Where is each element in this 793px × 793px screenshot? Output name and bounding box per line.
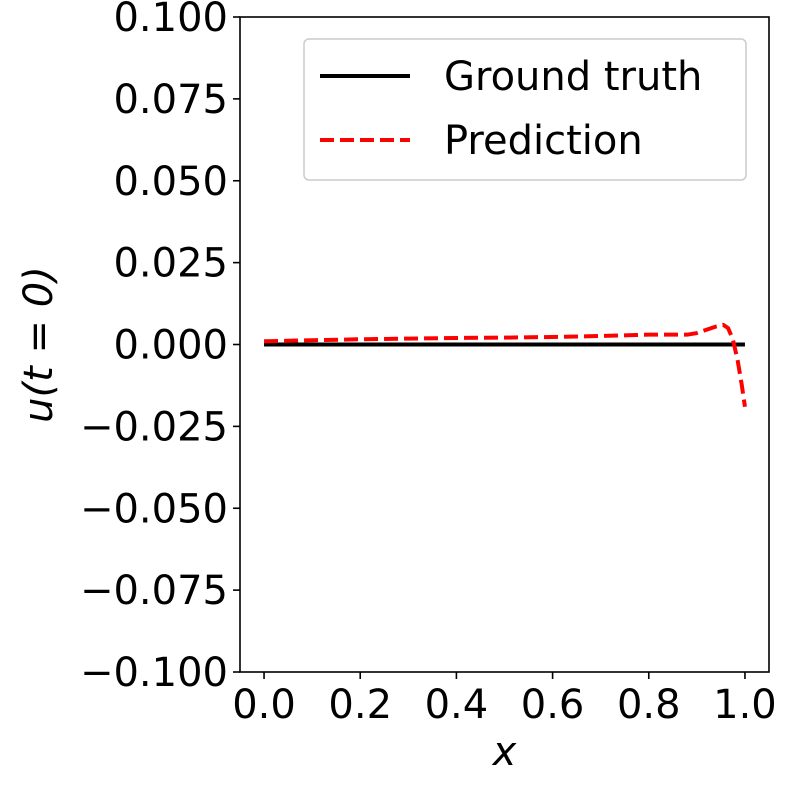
x-tick-label: 0.2	[328, 682, 392, 728]
series-line-prediction	[264, 322, 747, 408]
y-tick-label: 0.100	[113, 0, 228, 41]
legend-label-ground-truth: Ground truth	[444, 54, 702, 100]
y-tick-label: −0.025	[80, 404, 228, 450]
x-tick-label: 0.0	[232, 682, 296, 728]
y-axis-label: u(t = 0)	[16, 266, 62, 423]
plot-frame	[239, 16, 770, 673]
x-tick-label: 0.8	[617, 682, 681, 728]
plot-series	[264, 322, 747, 408]
y-tick-label: −0.075	[80, 568, 228, 614]
legend: Ground truth Prediction	[303, 38, 747, 181]
x-axis-ticks: 0.0 0.2 0.4 0.6 0.8 1.0	[232, 672, 777, 728]
y-tick-label: 0.050	[113, 159, 228, 205]
x-tick-label: 0.4	[425, 682, 489, 728]
y-tick-label: −0.100	[80, 650, 228, 696]
x-tick-label: 0.6	[521, 682, 585, 728]
y-axis-ticks: 0.100 0.075 0.050 0.025 0.000 −0.025 −0.050 −0.…	[80, 0, 240, 696]
y-tick-label: 0.025	[113, 241, 228, 287]
legend-box	[303, 38, 747, 181]
legend-label-prediction: Prediction	[444, 118, 643, 164]
y-tick-label: 0.075	[113, 77, 228, 123]
x-tick-label: 1.0	[713, 682, 777, 728]
x-axis-label: x	[491, 729, 517, 775]
y-tick-label: −0.050	[80, 486, 228, 532]
y-tick-label: 0.000	[113, 323, 228, 369]
